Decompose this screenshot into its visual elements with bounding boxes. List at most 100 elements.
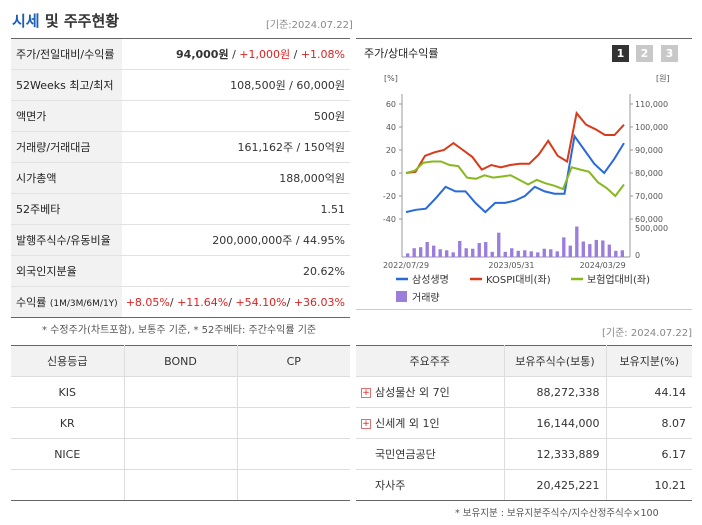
chart-tab-3[interactable]: 3 [661,45,678,62]
holder-name: 자사주 [375,479,406,492]
separator: / [228,48,240,61]
price-chart-panel: 주가/상대수익률 1 2 3 [%] [원] -40 -20 0 20 40 60 60,… [356,38,692,310]
series-line [405,160,625,198]
info-row: 52Weeks 최고/최저 108,500원 / 60,000원 [11,69,350,101]
x-axis-ticks: 2022/07/29 2023/05/31 2024/03/29 [383,261,626,270]
holder-shares: 16,144,000 [503,407,607,439]
info-value: +8.05%/ +11.64%/ +54.10%/ +36.03% [121,286,350,318]
major-holders-table: 주요주주 보유주식수(보통) 보유지분(%) + 삼성물산 외 7인 88,272… [356,345,692,501]
chart-tab-2[interactable]: 2 [636,45,653,62]
holder-name-cell: 자사주 [356,469,505,501]
volume-bar [484,242,488,257]
info-row: 액면가 500원 [11,100,350,132]
col-header-rating: 신용등급 [11,345,125,377]
info-value: 500원 [121,100,350,132]
holder-name-cell: + 삼성물산 외 7인 [356,376,505,408]
info-label: 주가/전일대비/수익률 [11,38,122,70]
volume-bar [503,251,507,257]
expand-plus-icon[interactable]: + [361,388,371,398]
left-tick-label: -20 [383,192,396,201]
volume-bar [412,248,416,257]
volume-bars [406,226,625,257]
legend-kospi: KOSPI대비(좌) [486,274,551,286]
info-value: 200,000,000주 / 44.95% [121,224,350,256]
volume-bar [568,245,572,257]
holder-shares: 88,272,338 [503,376,607,408]
return-3m: +11.64% [177,295,229,309]
return-label-periods: (1M/3M/6M/1Y) [49,299,118,309]
volume-bar [419,247,423,257]
volume-bar [406,253,410,257]
col-header-cp: CP [236,345,350,377]
volume-bar [562,237,566,257]
agency-name [11,469,125,501]
section-title: 시세 및 주주현황 [12,10,119,31]
info-value: 108,500원 / 60,000원 [121,69,350,101]
holder-pct: 8.07 [605,407,692,439]
bond-rating [123,407,238,439]
volume-bar [458,240,462,257]
series-line [405,110,625,174]
legend-insurance: 보험업대비(좌) [587,273,650,286]
volume-bar [438,249,442,257]
holders-footnote: * 보유지분 : 보유지분주식수/지수산정주식수×100 [455,508,659,519]
legend-volume: 거래량 [412,292,440,304]
volume-bar [536,252,540,257]
holder-shares: 12,333,889 [503,438,607,470]
volume-bar [588,244,592,257]
holders-header-row: 주요주주 보유주식수(보통) 보유지분(%) [356,345,692,377]
volume-bar [510,248,514,257]
holders-asof-date: [기준: 2024.07.22] [602,328,693,339]
info-label: 발행주식수/유동비율 [11,224,122,256]
holder-row: + 삼성물산 외 7인 88,272,338 44.14 [356,376,692,408]
left-axis-unit: [%] [384,74,398,83]
holder-name: 국민연금공단 [375,448,436,461]
right-tick-label: 100,000 [635,123,668,132]
chart-tab-1[interactable]: 1 [612,45,629,62]
info-value: 94,000원 / +1,000원 / +1.08% [121,38,350,70]
col-header-pct: 보유지분(%) [605,345,692,377]
holder-pct: 6.17 [605,438,692,470]
volume-bar [497,232,501,257]
volume-bar [620,250,625,257]
volume-bar [555,251,559,257]
bond-rating [123,376,238,408]
info-value: 1.51 [121,193,350,225]
right-tick-label: 60,000 [635,215,663,224]
left-tick-label: 40 [386,123,396,132]
series-lines [405,110,625,214]
volume-bar [523,250,527,257]
price-chart-svg: [%] [원] -40 -20 0 20 40 60 60,000 70,000 80,000… [383,74,670,304]
volume-bar [451,252,455,257]
credit-row: KR [11,407,350,439]
holder-row: 자사주 20,425,221 10.21 [356,469,692,501]
volume-bar [601,240,605,257]
volume-bar [471,248,475,257]
legend-swatch-volume [396,291,407,302]
cp-rating [236,376,350,408]
info-row: 거래량/거래대금 161,162주 / 150억원 [11,131,350,163]
price-footnote: * 수정주가(차트포함), 보통주 기준, * 52주베타: 주간수익률 기준 [42,325,317,336]
right-tick-label: 110,000 [635,100,668,109]
bond-rating [123,438,238,470]
price-change: +1,000원 [239,48,291,61]
volume-bar [549,249,553,257]
info-label: 외국인지분율 [11,255,122,287]
info-label: 수익률 (1M/3M/6M/1Y) [11,286,122,318]
holder-pct: 44.14 [605,376,692,408]
volume-bar [614,250,618,257]
holder-name-cell: + 신세계 외 1인 [356,407,505,439]
agency-name: KIS [11,376,125,408]
col-header-bond: BOND [123,345,238,377]
bond-rating [123,469,238,501]
left-axis-ticks: -40 -20 0 20 40 60 [383,100,402,224]
left-tick-label: 60 [386,100,396,109]
expand-plus-icon[interactable]: + [361,419,371,429]
holder-name-cell: 국민연금공단 [356,438,505,470]
info-row: 외국인지분율 20.62% [11,255,350,287]
info-row-return: 수익률 (1M/3M/6M/1Y) +8.05%/ +11.64%/ +54.1… [11,286,350,318]
left-tick-label: 20 [386,146,396,155]
volume-tick-label: 0 [635,251,640,260]
volume-bar [477,243,481,257]
col-header-holder: 주요주주 [356,345,505,377]
